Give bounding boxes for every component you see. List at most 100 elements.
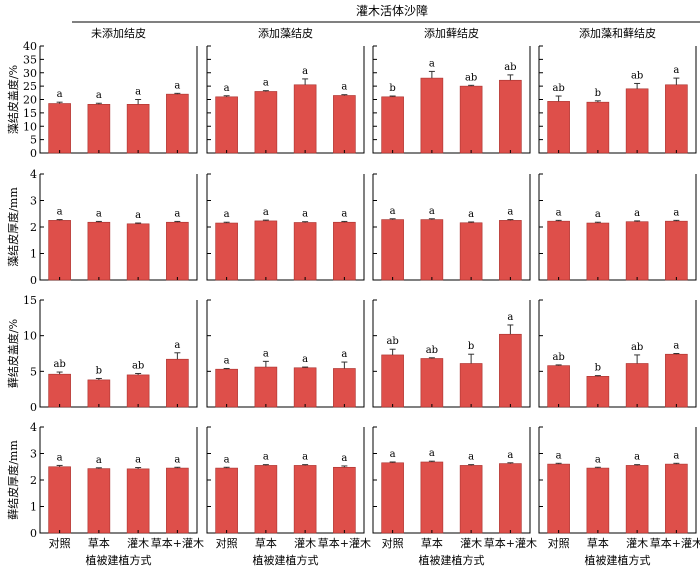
panel: b a ab ab [372, 45, 531, 154]
y-tick-label: 40 [23, 40, 37, 53]
bar [499, 79, 522, 154]
bar [126, 223, 150, 281]
bar [293, 222, 317, 281]
bar [499, 333, 522, 408]
y-tick-label: 0 [30, 401, 37, 414]
y-tick-label: 0 [30, 274, 37, 287]
y-tick-label: 4 [30, 421, 37, 434]
panel-title: 添加藓结皮 [424, 26, 479, 40]
x-tick-label: 草本+灌木 [151, 536, 204, 550]
significance-letter: a [634, 452, 640, 463]
x-tick-label: 灌木 [127, 537, 149, 550]
bar [420, 358, 444, 408]
y-tick-label: 0 [30, 147, 37, 160]
bar [254, 366, 278, 408]
significance-letter: a [224, 209, 230, 220]
significance-letter: ab [631, 70, 643, 81]
bar [48, 373, 71, 408]
bar [459, 363, 483, 408]
bar [547, 365, 570, 408]
panel: 0 1 2 3 4 a a a a [30, 168, 198, 287]
significance-letter: a [263, 452, 269, 463]
significance-letter: a [673, 207, 679, 218]
significance-letter: a [263, 78, 269, 89]
x-tick-label: 草本+灌木 [650, 536, 700, 550]
significance-letter: a [174, 340, 180, 351]
significance-letter: a [57, 452, 63, 463]
significance-letter: a [673, 341, 679, 352]
panel-frame [372, 300, 531, 408]
bar [665, 220, 688, 281]
bar [625, 221, 649, 281]
bar [547, 463, 570, 534]
y-axis-label: 藻结皮厚度/mm [6, 187, 20, 267]
bar [48, 103, 71, 154]
panel-title: 添加藻结皮 [258, 26, 313, 40]
bar [254, 91, 278, 154]
significance-letter: a [302, 66, 308, 77]
y-tick-label: 1 [30, 501, 37, 514]
significance-letter: ab [631, 342, 643, 353]
x-tick-label: 灌木 [460, 537, 482, 550]
bar [459, 85, 483, 154]
significance-letter: ab [552, 83, 564, 94]
bar [381, 462, 404, 534]
significance-letter: b [96, 365, 102, 376]
significance-letter: a [507, 450, 513, 461]
bar [665, 84, 688, 154]
significance-letter: a [673, 450, 679, 461]
bar [48, 220, 71, 281]
significance-letter: a [57, 89, 63, 100]
bar [166, 358, 189, 408]
significance-letter: ab [504, 62, 516, 73]
y-tick-label: 3 [30, 448, 37, 461]
significance-letter: ab [465, 72, 477, 83]
bar [166, 221, 189, 281]
significance-letter: a [57, 207, 63, 218]
significance-letter: a [96, 90, 102, 101]
significance-letter: a [390, 206, 396, 217]
significance-letter: ab [552, 352, 564, 363]
x-tick-label: 对照 [382, 536, 404, 550]
y-tick-label: 5 [30, 365, 37, 378]
significance-letter: ab [132, 360, 144, 371]
bar [586, 376, 610, 408]
bar [126, 374, 150, 408]
x-tick-label: 草本 [587, 536, 609, 550]
bar [215, 96, 238, 154]
bar [87, 468, 111, 534]
panel: 0 5 10 15 ab b ab a [23, 294, 198, 414]
bar [333, 95, 356, 154]
panel-title: 添加藻和藓结皮 [579, 26, 656, 40]
panel: ab b ab a [538, 45, 697, 154]
x-tick-label: 对照 [49, 536, 71, 550]
bar [87, 104, 111, 154]
y-tick-label: 2 [30, 474, 37, 487]
panel-grid: 未添加结皮 添加藻结皮 添加藓结皮 添加藻和藓结皮藻结皮盖度/%05101520253… [6, 26, 700, 567]
y-tick-label: 10 [23, 120, 37, 133]
bar [625, 363, 649, 408]
significance-letter: a [507, 312, 513, 323]
x-tick-label: 草本+灌木 [484, 536, 537, 550]
y-tick-label: 30 [23, 67, 37, 80]
y-axis-label: 藻结皮盖度/% [6, 65, 20, 134]
bar [215, 222, 238, 281]
bar [586, 101, 610, 154]
y-tick-label: 5 [30, 134, 37, 147]
bar [254, 220, 278, 281]
bar [166, 467, 189, 534]
significance-letter: ab [426, 345, 438, 356]
y-tick-label: 25 [23, 80, 37, 93]
significance-letter: a [174, 208, 180, 219]
significance-letter: a [468, 209, 474, 220]
significance-letter: a [135, 87, 141, 98]
significance-letter: a [673, 65, 679, 76]
x-tick-label: 草本+灌木 [318, 536, 371, 550]
significance-letter: a [135, 455, 141, 466]
significance-letter: b [468, 341, 474, 352]
bar [586, 467, 610, 534]
